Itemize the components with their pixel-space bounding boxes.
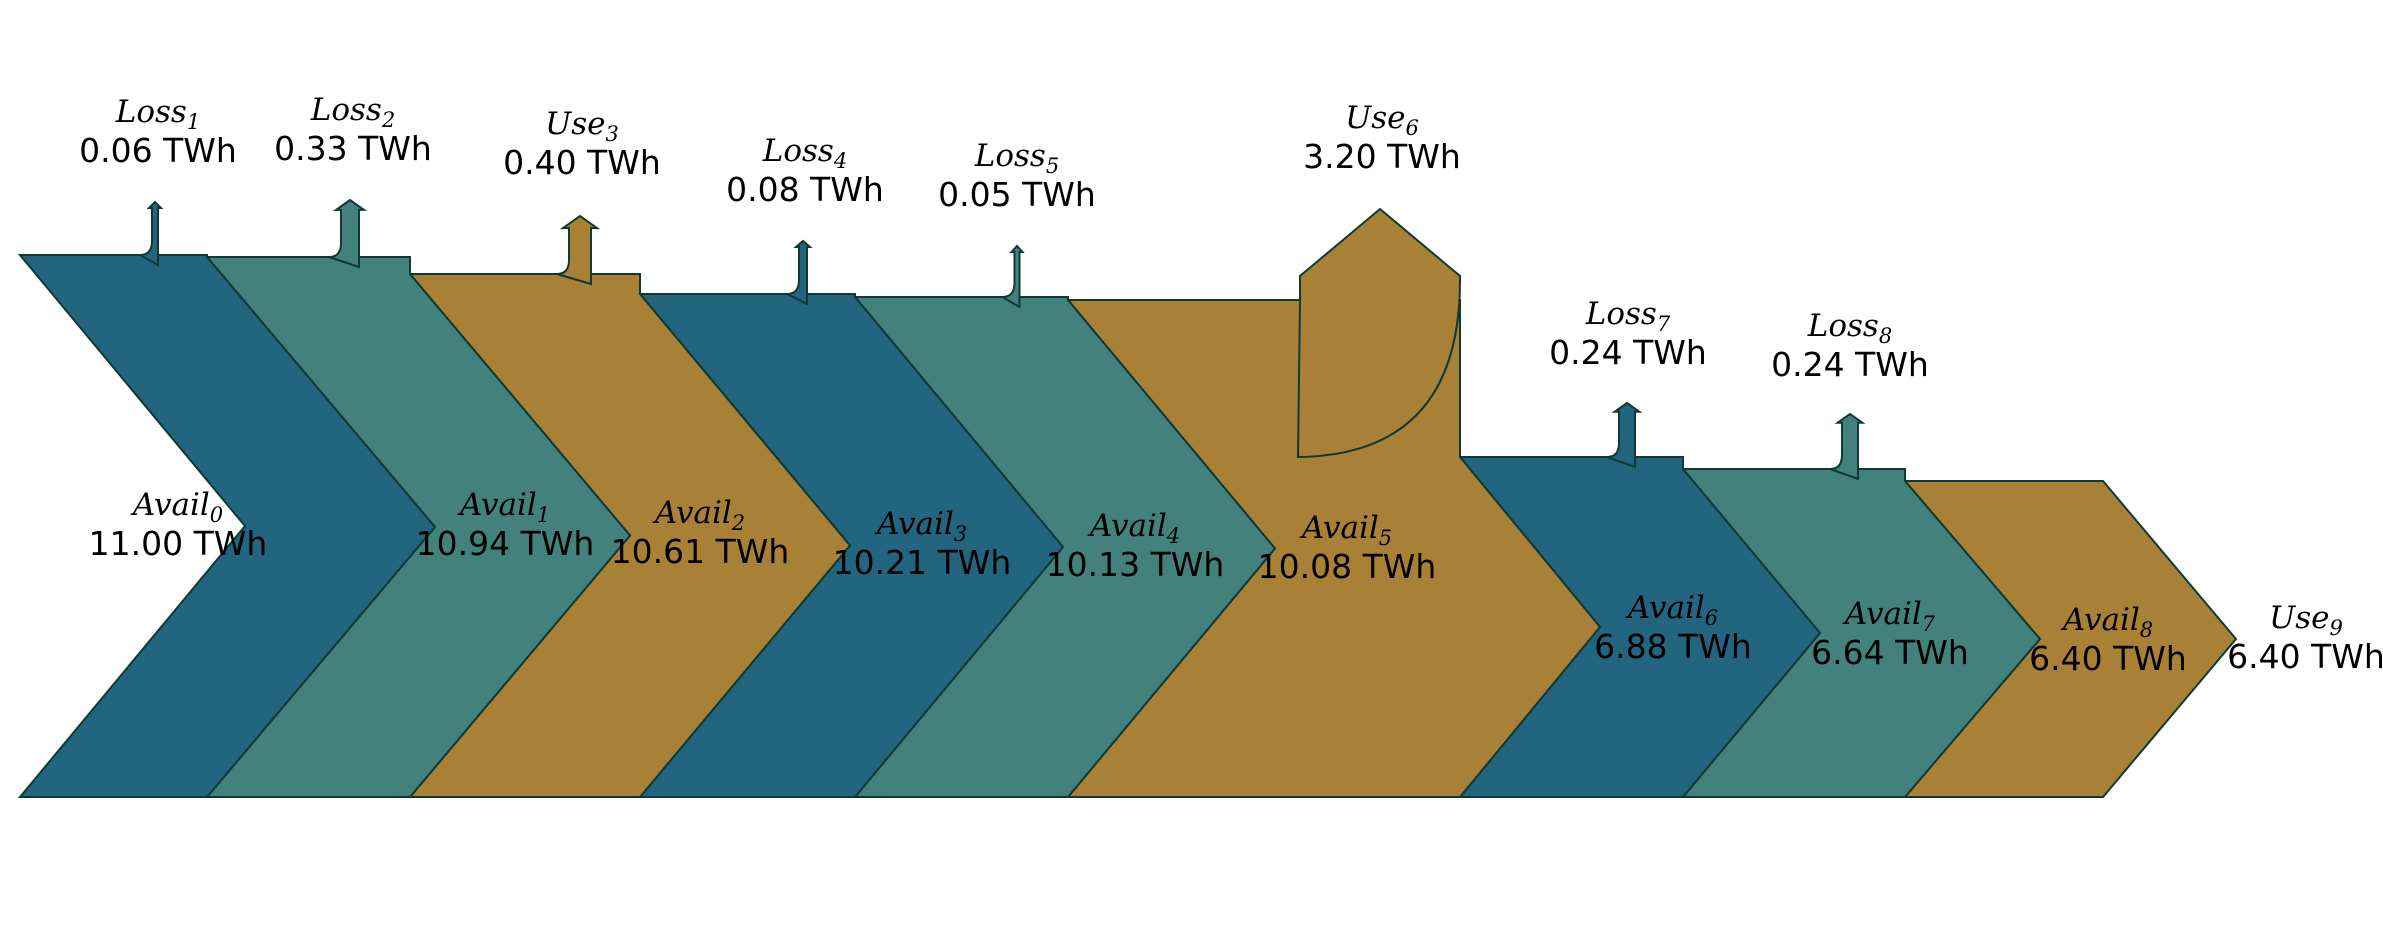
outflow-arrow-4: [786, 239, 813, 306]
outflow-value: 0.06 TWh: [79, 131, 237, 170]
avail-value: 10.61 TWh: [611, 532, 790, 571]
avail-name: Avail0: [130, 487, 223, 527]
avail-value: 11.00 TWh: [89, 524, 268, 563]
avail-value: 6.40 TWh: [2029, 639, 2187, 678]
outflow-value: 0.33 TWh: [274, 129, 432, 168]
outflow-arrow-5: [998, 244, 1025, 309]
outflow-name: Loss2: [310, 92, 395, 132]
outflow-name: Use6: [1345, 100, 1419, 140]
avail-value: 10.94 TWh: [416, 524, 595, 563]
outflow-arrow-1: [136, 200, 164, 267]
outflow-value: 0.40 TWh: [503, 143, 661, 182]
avail-value: 10.13 TWh: [1046, 545, 1225, 584]
outflow-value: 0.08 TWh: [726, 170, 884, 209]
outflow-arrow-2: [328, 198, 368, 269]
outflow-name: Loss5: [974, 138, 1059, 178]
outflow-name: Loss8: [1807, 308, 1892, 348]
avail-name: Avail1: [457, 487, 550, 527]
outflow-value: 0.05 TWh: [938, 175, 1096, 214]
final-use-value: 6.40 TWh: [2227, 637, 2383, 676]
avail-name: Avail3: [874, 506, 967, 546]
outflow-arrow-7: [1606, 401, 1643, 469]
outflow-name: Loss7: [1585, 296, 1671, 336]
outflow-value: 3.20 TWh: [1303, 137, 1461, 176]
avail-name: Avail6: [1625, 590, 1718, 630]
avail-value: 6.88 TWh: [1594, 627, 1752, 666]
outflow-name: Loss1: [115, 94, 200, 134]
outflow-name: Use3: [545, 106, 619, 146]
avail-value: 10.21 TWh: [833, 543, 1012, 582]
avail-name: Avail5: [1299, 510, 1392, 550]
avail-value: 6.64 TWh: [1811, 633, 1969, 672]
flow-shapes: [17, 198, 2238, 798]
avail-name: Avail8: [2060, 602, 2153, 642]
final-use-name: Use9: [2269, 600, 2343, 640]
avail-band-0: [17, 254, 437, 798]
outflow-arrow-6: [1296, 207, 1462, 459]
avail-name: Avail7: [1842, 596, 1936, 636]
outflow-arrow-3: [556, 214, 601, 286]
outflow-value: 0.24 TWh: [1549, 333, 1707, 372]
outflow-name: Loss4: [762, 133, 847, 173]
outflow-value: 0.24 TWh: [1771, 345, 1929, 384]
avail-name: Avail2: [652, 495, 745, 535]
avail-value: 10.08 TWh: [1258, 547, 1437, 586]
avail-name: Avail4: [1087, 508, 1180, 548]
outflow-arrow-8: [1829, 412, 1866, 481]
